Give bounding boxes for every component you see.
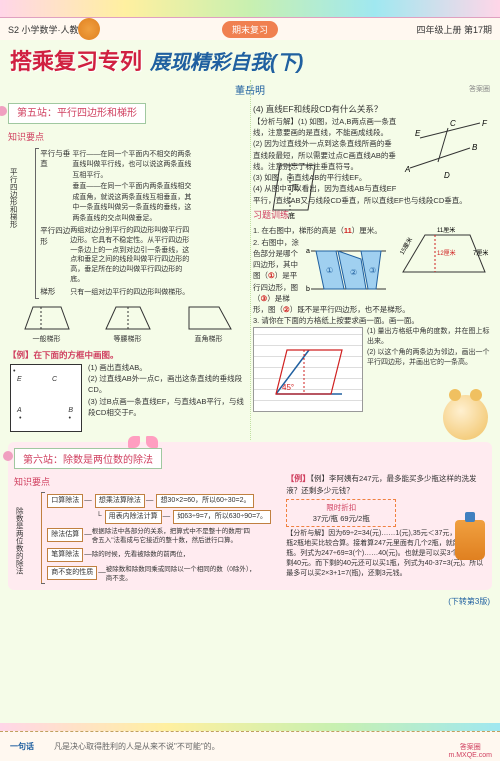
header-center-badge: 期末复习 bbox=[222, 21, 278, 38]
svg-text:③: ③ bbox=[369, 266, 376, 275]
question-4: (4) 直线EF和线段CD有什么关系？ bbox=[253, 103, 492, 116]
title-band: 搭乘复习专列 展现精彩自我(下) bbox=[0, 40, 500, 80]
parallelogram-height-fig: 高底 bbox=[270, 160, 320, 225]
station-6-section: 第六站：除数是两位数的除法 知识要点 除数是两位数的除法 口算除法— 想乘法算除… bbox=[8, 442, 492, 590]
concept-bracket: 平行与垂直 平行——在同一个平面内不相交的两条直线叫做平行线，也可以说这两条直线… bbox=[35, 148, 197, 299]
svg-text:b: b bbox=[306, 286, 310, 293]
watermark-bottom: 答案圈 m.MXQE.com bbox=[448, 742, 492, 759]
title-blue: 展现精彩自我(下) bbox=[150, 46, 303, 75]
watermark: 答案圈 bbox=[469, 84, 490, 94]
header-right: 四年级上册 第17期 bbox=[416, 23, 492, 36]
knowledge-label: 知识要点 bbox=[8, 131, 247, 145]
example-steps: (1) 画出直线AB。 (2) 过直线AB外一点C，画出这条直线的垂线段CD。 … bbox=[88, 362, 247, 434]
svg-text:D: D bbox=[444, 171, 450, 180]
example-left: 【例】在下面的方框中画图。 bbox=[8, 349, 247, 362]
trap-general: 一般梯形 bbox=[8, 303, 85, 346]
grid-paper: 45° bbox=[253, 327, 363, 412]
tree-root: 平行四边形和梯形 bbox=[8, 168, 19, 299]
column-divider bbox=[250, 80, 251, 440]
header-bar: S2 小学数学·人教版 期末复习 四年级上册 第17期 bbox=[0, 18, 500, 40]
trap-right: 直角梯形 bbox=[170, 303, 247, 346]
geometry-box: E C A B • • • bbox=[10, 364, 82, 432]
left-column: 第五站：平行四边形和梯形 知识要点 平行四边形和梯形 平行与垂直 平行——在同一… bbox=[8, 103, 247, 434]
detergent-icon bbox=[455, 520, 485, 560]
svg-text:11厘米: 11厘米 bbox=[437, 227, 455, 234]
svg-text:①: ① bbox=[326, 266, 333, 275]
trap-isoceles: 等腰梯形 bbox=[89, 303, 166, 346]
turn-page: (下转第3版) bbox=[0, 594, 500, 609]
bracket-item: 平行与垂直 平行——在同一个平面内不相交的两条直线叫做平行线，也可以说这两条直线… bbox=[40, 148, 197, 226]
svg-text:a: a bbox=[306, 248, 310, 255]
footer: 一句话 凡是决心取得胜利的人是从来不说"不可能"的。 答案圈 m.MXQE.co… bbox=[0, 731, 500, 761]
station-6-label: 第六站：除数是两位数的除法 bbox=[14, 448, 162, 469]
tiger-icon bbox=[443, 395, 488, 440]
header-left: S2 小学数学·人教版 bbox=[8, 23, 88, 36]
trapezoid-figures: 一般梯形 等腰梯形 直角梯形 bbox=[8, 303, 247, 346]
svg-text:B: B bbox=[472, 143, 478, 152]
right-column: (4) 直线EF和线段CD有什么关系？ A B D C E F 【分析与解】(1… bbox=[253, 103, 492, 434]
svg-text:高: 高 bbox=[292, 183, 299, 192]
station-5-label: 第五站：平行四边形和梯形 bbox=[8, 103, 146, 124]
svg-text:E: E bbox=[415, 129, 421, 138]
title-red: 搭乘复习专列 bbox=[10, 44, 142, 76]
svg-text:15厘米: 15厘米 bbox=[398, 236, 414, 256]
svg-text:C: C bbox=[450, 119, 456, 128]
svg-text:F: F bbox=[482, 119, 488, 128]
trapezoid-dims: 15厘米 11厘米 12厘米 7厘米 bbox=[395, 227, 490, 282]
practice-3: 3. 请你在下面的方格纸上按要求画一面。画一面。 bbox=[253, 315, 492, 326]
ab-figure: a b ① ② ③ bbox=[306, 239, 391, 299]
lion-icon bbox=[78, 18, 100, 40]
svg-text:45°: 45° bbox=[282, 383, 294, 392]
svg-text:A: A bbox=[404, 165, 410, 174]
svg-text:底: 底 bbox=[288, 211, 295, 220]
svg-text:②: ② bbox=[350, 268, 357, 277]
svg-text:12厘米: 12厘米 bbox=[437, 249, 456, 257]
geometry-figure-right: A B D C E F bbox=[400, 118, 490, 188]
example-right: 【例】【例】李阿姨有247元，最多能买多少瓶这样的洗发液？还剩多少元钱？ bbox=[286, 473, 486, 497]
top-decoration bbox=[0, 0, 500, 18]
svg-text:7厘米: 7厘米 bbox=[473, 249, 488, 257]
